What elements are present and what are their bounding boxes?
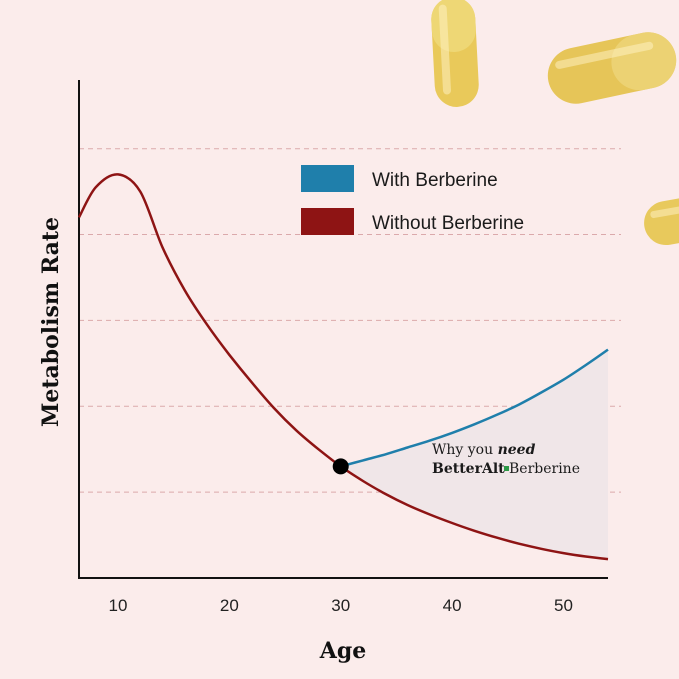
capsule-decoration-2	[547, 32, 677, 104]
legend-swatch-without-berberine	[301, 208, 354, 235]
annotation-plain: Why you	[432, 442, 498, 458]
y-axis-label: Metabolism Rate	[38, 217, 64, 427]
capsule-decoration-3	[644, 194, 679, 246]
annotation-line-1: Why you need	[432, 442, 536, 458]
fill-between-area	[340, 349, 608, 560]
legend-label-with-berberine: With Berberine	[372, 170, 498, 191]
x-tick-label: 50	[554, 596, 573, 615]
brand-logo-square	[504, 466, 509, 471]
legend: With Berberine Without Berberine	[301, 165, 524, 235]
annotation-brand-rest: Berberine	[509, 461, 580, 477]
legend-swatch-with-berberine	[301, 165, 354, 192]
x-tick-label: 20	[220, 596, 239, 615]
annotation-line-2: BetterAlt	[432, 461, 505, 477]
x-tick-labels: 10 20 30 40 50	[109, 596, 573, 615]
annotation: Why you need BetterAlt Berberine	[432, 442, 580, 477]
capsule-decoration	[431, 0, 479, 107]
x-axis-label: Age	[319, 638, 366, 664]
legend-label-without-berberine: Without Berberine	[372, 213, 524, 234]
x-tick-label: 40	[443, 596, 462, 615]
annotation-emphasis: need	[498, 442, 536, 458]
brand-name: BetterAlt	[432, 461, 505, 477]
series-line-with-berberine	[340, 348, 609, 468]
intersection-marker	[332, 458, 349, 475]
x-tick-label: 10	[109, 596, 128, 615]
x-tick-label: 30	[331, 596, 350, 615]
